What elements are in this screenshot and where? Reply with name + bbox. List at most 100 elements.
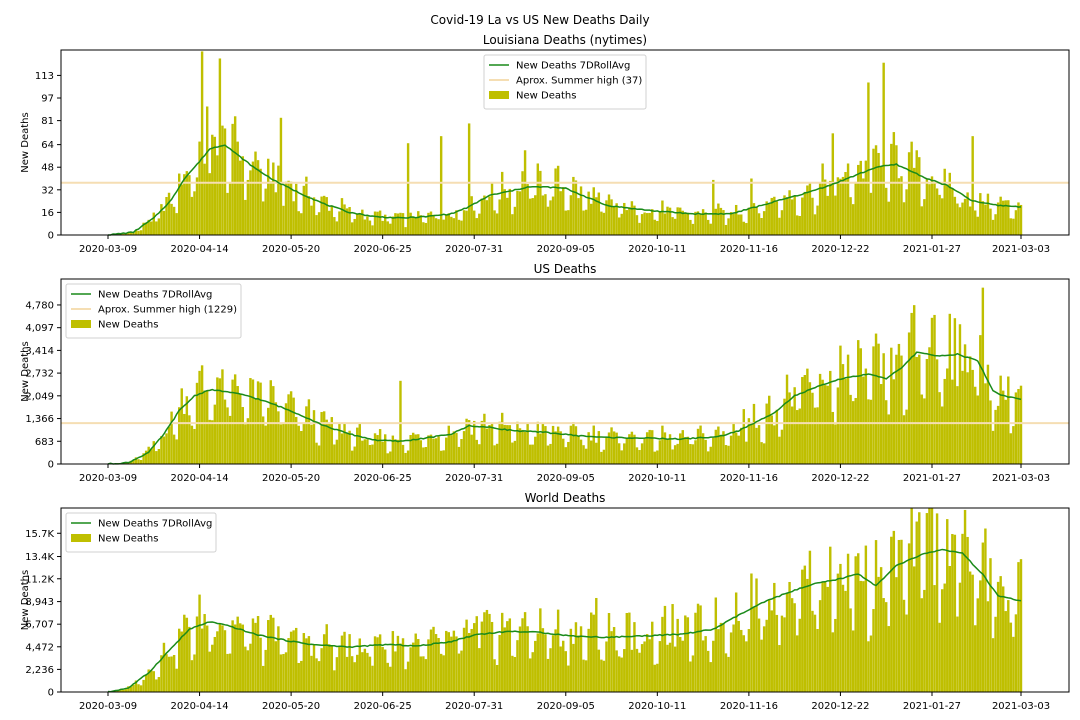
louisiana-x-tick-label: 2020-12-22 <box>811 244 869 255</box>
louisiana-bar <box>478 213 481 235</box>
louisiana-bar <box>185 171 189 235</box>
world-bar <box>455 636 458 692</box>
louisiana-bar <box>371 225 374 235</box>
us-bar <box>849 394 852 464</box>
world-bar <box>933 585 936 692</box>
world-bar <box>218 623 222 692</box>
louisiana-bar <box>747 207 751 235</box>
us-bar <box>305 406 308 464</box>
us-bar <box>793 387 796 464</box>
louisiana-bar <box>467 123 471 235</box>
world-bar <box>717 629 720 692</box>
us-bar <box>343 423 346 464</box>
world-bar <box>302 633 306 692</box>
world-x-tick-label: 2020-06-25 <box>354 701 412 712</box>
us-bar <box>264 425 267 464</box>
louisiana-bar <box>317 212 321 235</box>
world-bar <box>200 628 204 692</box>
us-bar <box>170 411 173 464</box>
world-bar <box>623 649 626 692</box>
world-bar <box>333 670 336 692</box>
us-bar <box>923 398 926 464</box>
louisiana-bar <box>910 141 913 235</box>
world-bar <box>859 580 862 692</box>
louisiana-x-tick-label: 2021-03-03 <box>992 244 1050 255</box>
world-y-tick-label: 8,943 <box>25 597 54 608</box>
world-bar <box>244 646 247 692</box>
world-bar <box>503 627 506 692</box>
world-bar <box>874 540 878 692</box>
us-y-tick-label: 3,414 <box>25 346 54 357</box>
world-bar <box>1001 586 1005 692</box>
louisiana-bar <box>902 202 906 235</box>
louisiana-bar <box>142 222 145 235</box>
us-bar <box>640 443 644 464</box>
us-bar <box>755 427 758 464</box>
world-bar <box>1004 611 1007 692</box>
louisiana-bar <box>933 182 936 235</box>
us-bar <box>783 398 786 464</box>
world-bars <box>109 508 1023 692</box>
us-bar <box>500 412 504 464</box>
us-rolling-average-line <box>107 351 1022 465</box>
world-bar <box>773 582 776 692</box>
louisiana-x-tick-label: 2021-01-27 <box>903 244 961 255</box>
louisiana-bar <box>251 161 255 235</box>
world-bar <box>762 626 766 692</box>
louisiana-bar <box>590 203 593 235</box>
world-bar <box>226 653 229 692</box>
world-bar <box>864 545 868 692</box>
world-bar <box>666 644 669 692</box>
world-bar <box>600 659 603 692</box>
louisiana-bar <box>984 204 987 235</box>
louisiana-bar <box>546 206 550 235</box>
us-bar <box>974 386 977 464</box>
us-x-tick-label: 2020-04-14 <box>170 473 228 484</box>
louisiana-bar <box>790 199 794 235</box>
world-bar <box>651 621 654 692</box>
louisiana-x-tick-label: 2020-06-25 <box>354 244 412 255</box>
us-bar <box>620 450 623 464</box>
world-bar <box>287 638 290 692</box>
louisiana-bar <box>274 192 278 235</box>
louisiana-bar <box>1014 210 1018 235</box>
us-bar <box>946 368 949 464</box>
world-bar <box>256 616 260 692</box>
world-bar <box>335 657 339 692</box>
world-bar <box>277 626 280 692</box>
world-bar <box>414 633 417 692</box>
louisiana-bar <box>544 194 547 235</box>
world-y-tick-label: 2,236 <box>25 665 54 676</box>
world-bar <box>885 602 888 692</box>
world-bar <box>348 634 351 692</box>
louisiana-bar <box>193 191 196 235</box>
us-bar <box>498 421 501 464</box>
louisiana-bar <box>307 196 311 235</box>
world-x-tick-label: 2020-05-20 <box>262 701 320 712</box>
world-bar <box>597 649 601 692</box>
world-bar <box>513 656 517 692</box>
us-bar <box>981 287 985 464</box>
louisiana-bar <box>648 212 651 235</box>
louisiana-bar <box>378 210 382 235</box>
us-bar <box>455 432 458 464</box>
us-bar <box>208 419 211 464</box>
us-bar <box>452 431 456 464</box>
louisiana-bar <box>920 206 924 235</box>
louisiana-bar <box>806 185 809 235</box>
world-bar <box>129 686 133 692</box>
us-bar <box>432 438 435 464</box>
world-bar <box>915 521 918 692</box>
world-bar <box>986 601 990 692</box>
louisiana-bar <box>165 196 168 235</box>
us-bar <box>724 445 728 464</box>
louisiana-bar <box>350 222 354 235</box>
louisiana-bar <box>729 212 733 235</box>
us-bar <box>251 379 255 464</box>
us-bar <box>528 444 532 464</box>
us-bar <box>846 354 850 464</box>
louisiana-bar <box>500 171 504 235</box>
louisiana-bar <box>823 179 827 235</box>
louisiana-x-tick-label: 2020-10-11 <box>628 244 686 255</box>
